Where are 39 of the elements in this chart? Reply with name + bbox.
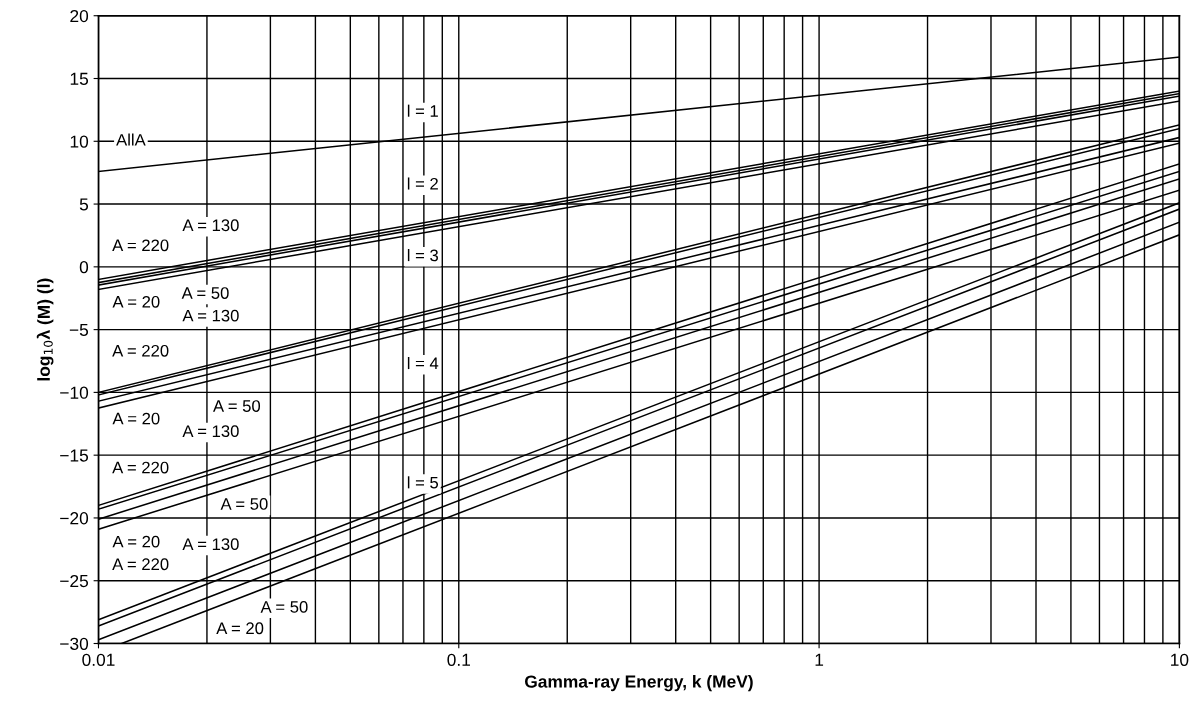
y-tick-label: 15 (70, 72, 89, 85)
annotation: l = 3 (407, 249, 438, 262)
annotation: A = 50 (181, 287, 229, 299)
y-tick-label: −5 (69, 323, 89, 337)
x-tick-label: 10 (1171, 653, 1189, 666)
annotation: A = 20 (112, 412, 160, 425)
y-tick-label: −15 (60, 449, 89, 462)
y-tick-label: −30 (60, 637, 89, 650)
annotation: l = 5 (407, 476, 439, 489)
annotation: A = 130 (182, 425, 239, 438)
annotation: A = 220 (112, 558, 169, 571)
annotation: A = 50 (213, 400, 261, 412)
x-tick-label: 0.1 (447, 653, 470, 666)
annotation: A = 220 (112, 239, 169, 252)
x-tick-label: 0.01 (82, 653, 115, 666)
annotation: A = 50 (220, 498, 268, 510)
annotation: A = 130 (182, 309, 239, 322)
annotation: A = 130 (182, 538, 239, 551)
annotation: A = 130 (182, 219, 239, 232)
y-axis-title: log$_{10}$λ (M) (l) (36, 278, 54, 381)
annotation: A = 20 (112, 295, 160, 308)
annotation: l = 1 (407, 104, 438, 117)
annotation: A = 220 (112, 344, 169, 357)
annotation: A = 50 (260, 601, 308, 613)
annotation: l = 4 (407, 357, 439, 370)
x-tick-label: 1 (815, 653, 824, 666)
y-tick-label: −20 (60, 512, 89, 525)
annotation: AllA (116, 133, 146, 146)
y-tick-label: 10 (70, 135, 89, 148)
annotation: A = 20 (216, 622, 264, 635)
x-axis-title: Gamma-ray Energy, k (MeV) (524, 674, 753, 692)
annotation: A = 220 (112, 461, 169, 474)
y-tick-label: 0 (79, 261, 89, 274)
annotation: l = 2 (407, 177, 438, 190)
annotation: A = 20 (112, 535, 160, 548)
y-tick-label: 5 (79, 198, 89, 211)
y-tick-label: −10 (60, 386, 89, 399)
y-tick-label: −25 (60, 574, 89, 588)
y-tick-label: 20 (70, 9, 89, 23)
